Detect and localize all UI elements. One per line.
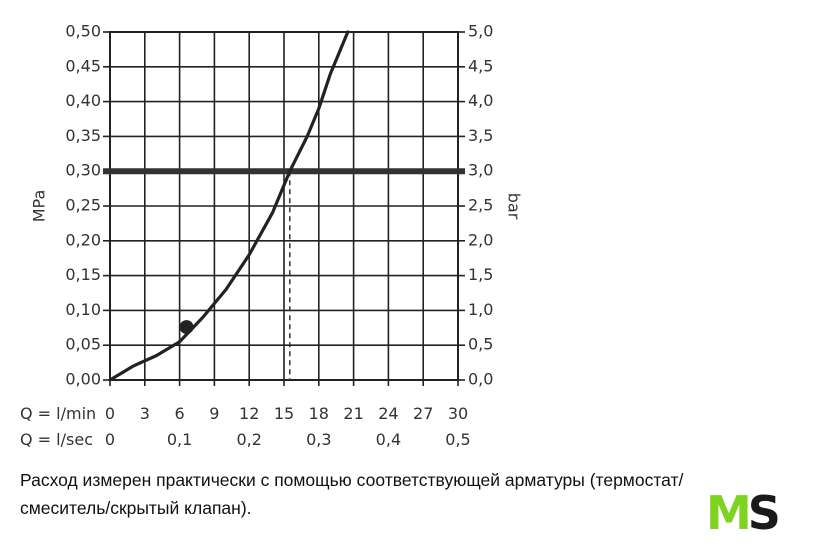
y-right-tick-labels: 0,0 0,5 1,0 1,5 2,0 2,5 3,0 3,5 4,0 4,5 5,0 xyxy=(468,22,493,389)
caption-line-2: смеситель/скрытый клапан). xyxy=(20,498,252,518)
y-left-tick-label: 0,20 xyxy=(65,230,101,249)
x-row1-tick-label: 12 xyxy=(239,404,259,423)
x-row1-tick-label: 6 xyxy=(175,404,185,423)
curve-marker-point xyxy=(179,320,194,335)
y-left-tick-label: 0,15 xyxy=(65,265,101,284)
x-row1-tick-label: 18 xyxy=(309,404,329,423)
y-right-tick-label: 4,5 xyxy=(468,56,493,75)
y-right-tick-label: 5,0 xyxy=(468,22,493,41)
y-left-tick-label: 0,35 xyxy=(65,126,101,145)
grid-layer xyxy=(103,31,465,386)
x-row1-tick-label: 9 xyxy=(209,404,219,423)
y-left-tick-label: 0,05 xyxy=(65,335,101,354)
x-row1-tick-label: 24 xyxy=(378,404,398,423)
x-row1-tick-label: 0 xyxy=(105,404,115,423)
x-row2-tick-label: 0,1 xyxy=(167,430,192,449)
logo-letter-s: S xyxy=(747,486,781,540)
x-row1-tick-label: 30 xyxy=(448,404,468,423)
x-row1-axis-label: Q = l/min xyxy=(20,404,96,423)
y-right-tick-label: 4,0 xyxy=(468,91,493,110)
logo-letter-m: M xyxy=(706,486,752,540)
y-right-tick-label: 1,5 xyxy=(468,265,493,284)
y-right-tick-label: 1,0 xyxy=(468,300,493,319)
x-row1-tick-labels: 0 3 6 9 12 15 18 21 24 27 30 xyxy=(105,404,468,423)
y-right-tick-label: 3,5 xyxy=(468,126,493,145)
x-row2-tick-label: 0,3 xyxy=(306,430,331,449)
y-left-tick-label: 0,25 xyxy=(65,196,101,215)
y-left-tick-labels: 0,00 0,05 0,10 0,15 0,20 0,25 0,30 0,35 0,40 0,45… xyxy=(65,22,101,389)
plot-frame xyxy=(109,31,459,381)
x-row1-tick-label: 3 xyxy=(140,404,150,423)
ms-logo: MS xyxy=(706,490,784,536)
y-left-tick-label: 0,45 xyxy=(65,56,101,75)
y-right-tick-label: 2,5 xyxy=(468,196,493,215)
y-left-tick-label: 0,30 xyxy=(65,161,101,180)
y-left-tick-label: 0,00 xyxy=(65,370,101,389)
x-row1-tick-label: 21 xyxy=(343,404,363,423)
reference-layer xyxy=(103,168,465,380)
y-right-tick-label: 0,5 xyxy=(468,335,493,354)
caption-line-1: Расход измерен практически с помощью соо… xyxy=(20,470,684,490)
pressure-flow-chart: 0,000,050,100,150,200,250,300,350,400,45… xyxy=(20,22,524,450)
y-left-tick-label: 0,50 xyxy=(65,22,101,41)
flow-curve xyxy=(108,30,350,382)
x-row2-tick-label: 0,5 xyxy=(445,430,470,449)
curve-layer xyxy=(108,30,350,382)
y-left-tick-label: 0,40 xyxy=(65,91,101,110)
y-right-axis-title: bar xyxy=(505,193,524,220)
x-row1-tick-label: 15 xyxy=(274,404,294,423)
x-row2-tick-labels: 0 0,1 0,2 0,3 0,4 0,5 xyxy=(105,430,471,449)
chart-caption: Расход измерен практически с помощью соо… xyxy=(20,466,820,522)
y-right-tick-label: 3,0 xyxy=(468,161,493,180)
x-row2-tick-label: 0 xyxy=(105,430,115,449)
y-left-tick-label: 0,10 xyxy=(65,300,101,319)
y-left-axis-title: MPa xyxy=(30,190,49,223)
x-row2-tick-label: 0,4 xyxy=(376,430,401,449)
x-row1-tick-label: 27 xyxy=(413,404,433,423)
y-right-tick-label: 0,0 xyxy=(468,370,493,389)
y-right-tick-label: 2,0 xyxy=(468,230,493,249)
x-row2-axis-label: Q = l/sec xyxy=(20,430,93,449)
x-row2-tick-label: 0,2 xyxy=(236,430,261,449)
